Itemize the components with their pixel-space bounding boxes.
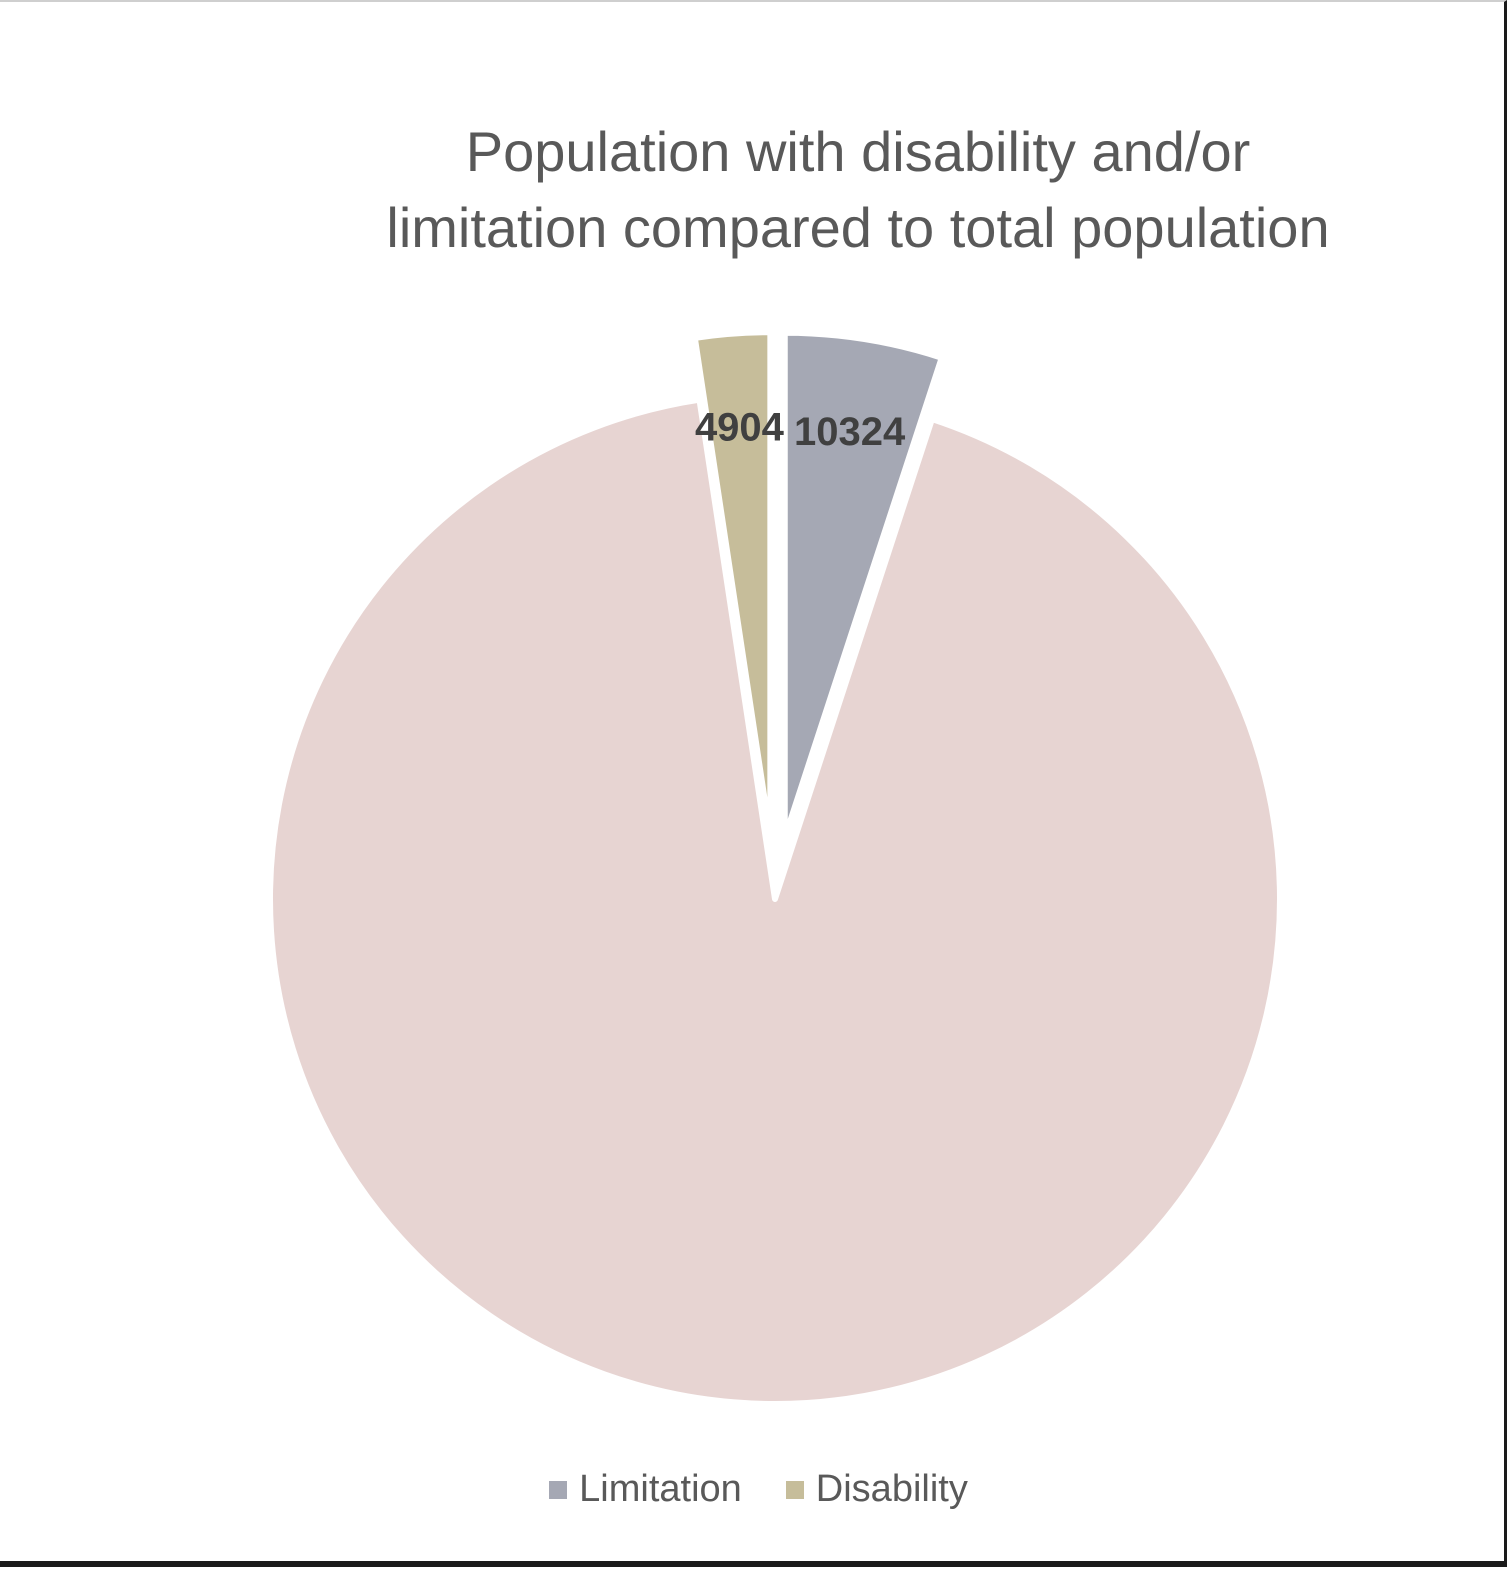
pie-slice-disability bbox=[691, 329, 774, 841]
legend-item-limitation: Limitation bbox=[549, 1468, 742, 1511]
chart-title: Population with disability and/or limita… bbox=[250, 114, 1466, 266]
data-label-disability: 4904 bbox=[695, 405, 785, 449]
legend-swatch-limitation bbox=[549, 1480, 568, 1499]
legend-swatch-disability bbox=[785, 1480, 804, 1499]
chart-title-line-1: Population with disability and/or bbox=[465, 120, 1251, 183]
pie-slice-limitation bbox=[781, 329, 945, 841]
legend-label-disability: Disability bbox=[815, 1468, 968, 1510]
data-label-limitation: 10324 bbox=[794, 410, 906, 454]
legend-item-disability: Disability bbox=[785, 1468, 968, 1511]
legend-label-limitation: Limitation bbox=[579, 1468, 742, 1510]
chart-legend: Limitation Disability bbox=[0, 1468, 1507, 1511]
pie-slice-total-population bbox=[267, 396, 1283, 1407]
chart-title-line-2: limitation compared to total population bbox=[386, 196, 1330, 259]
